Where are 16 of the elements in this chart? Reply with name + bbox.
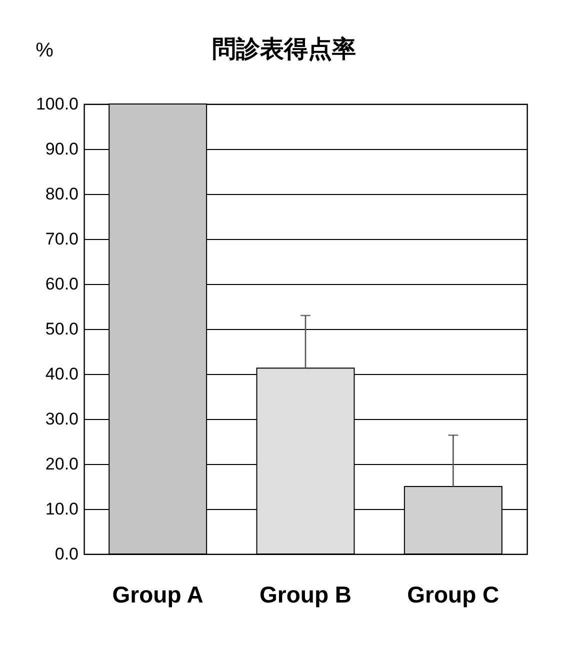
- y-tick-label: 30.0: [45, 410, 78, 428]
- y-tick-label: 0.0: [54, 544, 78, 564]
- y-tick-label: 10.0: [45, 500, 78, 518]
- x-tick-label: Group B: [260, 582, 352, 608]
- y-axis-title: %: [36, 40, 54, 62]
- chart-title: 問診表得点率: [212, 36, 356, 63]
- y-tick-label: 20.0: [45, 454, 78, 474]
- y-tick-label: 100.0: [36, 94, 78, 114]
- x-tick-label: Group A: [112, 582, 204, 608]
- y-tick-label: 40.0: [45, 364, 78, 384]
- y-tick-label: 60.0: [45, 274, 78, 294]
- y-tick-label: 90.0: [45, 140, 78, 158]
- y-tick-label: 70.0: [45, 230, 78, 248]
- y-tick-label: 80.0: [45, 184, 78, 204]
- x-tick-label: Group C: [407, 582, 500, 608]
- y-tick-label: 50.0: [45, 320, 78, 338]
